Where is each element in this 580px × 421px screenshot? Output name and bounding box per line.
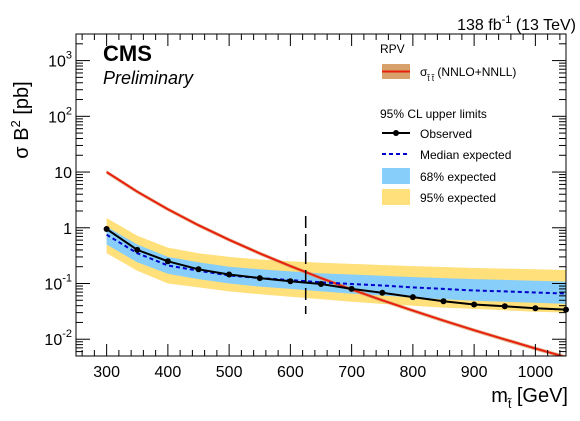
observed-point [195, 266, 202, 273]
y-tick-label: 10-2 [44, 328, 72, 349]
legend-xsec-label: σt̃ t̃ (NNLO+NNLL) [420, 65, 516, 83]
observed-point [226, 271, 233, 278]
x-axis-title-unit: [GeV] [511, 385, 568, 407]
legend-xsec-sub: t̃ t̃ [426, 74, 435, 83]
band-68-expected [106, 226, 566, 304]
legend-band95-swatch [382, 189, 410, 205]
observed-point [134, 246, 141, 253]
y-tick-exponent: -2 [62, 328, 72, 340]
lumi-main: 138 fb [457, 17, 502, 34]
legend: RPV σt̃ t̃ (NNLO+NNLL) 95% CL upper limi… [380, 42, 516, 205]
observed-point [164, 258, 171, 265]
observed-point [256, 275, 263, 282]
x-tick-label: 300 [93, 364, 120, 381]
observed-points [103, 226, 569, 313]
x-tick-label: 600 [277, 364, 304, 381]
observed-point [379, 289, 386, 296]
x-tick-label: 800 [400, 364, 427, 381]
legend-band68-swatch [382, 168, 410, 184]
lumi-energy: (13 TeV) [511, 17, 576, 34]
observed-point [287, 278, 294, 285]
plot-frame [75, 33, 567, 357]
observed-point [440, 298, 447, 305]
uncertainty-bands [106, 170, 566, 356]
x-tick-label: 700 [338, 364, 365, 381]
y-tick-base: 10 [44, 332, 62, 349]
observed-line [106, 228, 566, 311]
y-tick-label: 102 [48, 105, 72, 126]
y-tick-label: 1 [63, 221, 72, 238]
observed-point [103, 226, 110, 232]
y-tick-base: 10 [48, 109, 66, 126]
y-tick-exponent: 3 [66, 50, 72, 62]
lumi-sup: -1 [502, 14, 512, 26]
legend-header-rpv: RPV [380, 42, 405, 56]
lumi-label: 138 fb-1 (13 TeV) [457, 14, 576, 34]
x-tick-label: 900 [461, 364, 488, 381]
legend-band95-label: 95% expected [420, 191, 496, 205]
limit-lines [106, 171, 566, 356]
y-tick-label: 10 [54, 165, 72, 182]
observed-point [501, 303, 508, 310]
legend-median-label: Median expected [420, 148, 511, 162]
x-axis-ticks: 300 400 500 600 700 800 900 1000 [81, 34, 561, 381]
observed-point [409, 294, 416, 301]
legend-observed-marker [393, 130, 399, 136]
legend-xsec-rest: (NNLO+NNLL) [434, 65, 516, 79]
cms-label: CMS [103, 41, 152, 66]
observed-point [318, 281, 324, 287]
y-tick-label: 10-1 [44, 272, 72, 293]
legend-band68-label: 68% expected [420, 170, 496, 184]
x-axis-title-sub: t̃ [507, 396, 513, 411]
x-tick-label: 400 [155, 364, 182, 381]
y-tick-base: 10 [54, 165, 72, 182]
legend-observed-label: Observed [420, 127, 472, 141]
legend-xsec-sym: σ [420, 65, 428, 79]
plot-border [75, 33, 567, 357]
x-tick-label: 1000 [518, 364, 554, 381]
x-axis-title-main: m [491, 385, 508, 407]
y-axis-title-main: σ B [11, 127, 33, 158]
observed-point [348, 285, 355, 292]
y-axis-title-unit: [pb] [11, 81, 33, 120]
y-tick-exponent: -1 [62, 272, 72, 284]
y-tick-label: 103 [48, 50, 72, 71]
observed-point [471, 301, 478, 308]
preliminary-label: Preliminary [103, 68, 194, 88]
x-tick-label: 500 [216, 364, 243, 381]
y-tick-base: 10 [48, 54, 66, 71]
y-tick-exponent: 2 [66, 105, 72, 117]
y-tick-base: 10 [44, 276, 62, 293]
x-axis-title: mt̃ [GeV] [491, 385, 568, 411]
y-axis-title-sup: 2 [8, 120, 23, 127]
y-tick-base: 1 [63, 221, 72, 238]
y-axis-title: σ B2 [pb] [8, 81, 33, 158]
median-expected-line [106, 233, 566, 295]
legend-limits-header: 95% CL upper limits [380, 107, 487, 121]
observed-point [532, 305, 539, 312]
